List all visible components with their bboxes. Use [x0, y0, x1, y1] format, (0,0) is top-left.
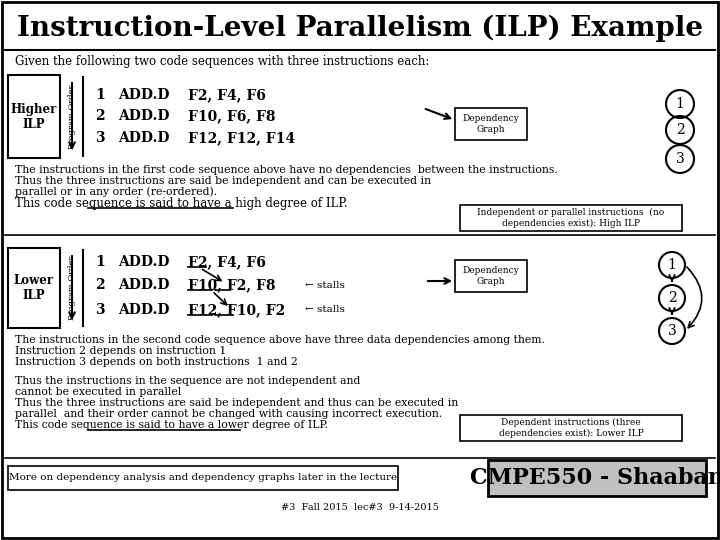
- Text: F12, F10, F2: F12, F10, F2: [188, 303, 285, 317]
- Text: More on dependency analysis and dependency graphs later in the lecture: More on dependency analysis and dependen…: [9, 474, 397, 483]
- Text: 3: 3: [95, 131, 104, 145]
- Text: F10, F6, F8: F10, F6, F8: [188, 109, 276, 123]
- Text: ← stalls: ← stalls: [305, 306, 345, 314]
- Text: 1: 1: [675, 97, 685, 111]
- Text: This code sequence is said to have a lower degree of ILP.: This code sequence is said to have a low…: [15, 420, 328, 430]
- Text: 2: 2: [95, 109, 104, 123]
- Text: 1: 1: [95, 255, 104, 269]
- Text: ADD.D: ADD.D: [118, 303, 169, 317]
- Text: F12, F12, F14: F12, F12, F14: [188, 131, 295, 145]
- Text: ADD.D: ADD.D: [118, 88, 169, 102]
- Text: CMPE550 - Shaaban: CMPE550 - Shaaban: [470, 467, 720, 489]
- Text: The instructions in the second code sequence above have three data dependencies : The instructions in the second code sequ…: [15, 335, 545, 345]
- Text: ADD.D: ADD.D: [118, 109, 169, 123]
- Text: Thus the three instructions are said be independent and can be executed in: Thus the three instructions are said be …: [15, 176, 431, 186]
- Text: 2: 2: [95, 278, 104, 292]
- Bar: [460, 205, 682, 231]
- Text: Higher
ILP: Higher ILP: [11, 103, 57, 131]
- Text: parallel  and their order cannot be changed with causing incorrect execution.: parallel and their order cannot be chang…: [15, 409, 442, 419]
- Text: Dependency
Graph: Dependency Graph: [462, 114, 519, 134]
- Text: Dependent instructions (three
dependencies exist): Lower ILP: Dependent instructions (three dependenci…: [499, 418, 644, 438]
- Text: Dependency
Graph: Dependency Graph: [462, 266, 519, 286]
- Text: F10, F2, F8: F10, F2, F8: [188, 278, 276, 292]
- Bar: [455, 260, 527, 292]
- Bar: [8, 466, 398, 490]
- Text: 2: 2: [667, 291, 676, 305]
- Text: F2, F4, F6: F2, F4, F6: [188, 255, 266, 269]
- Text: 3: 3: [667, 324, 676, 338]
- Text: ADD.D: ADD.D: [118, 278, 169, 292]
- Text: Instruction-Level Parallelism (ILP) Example: Instruction-Level Parallelism (ILP) Exam…: [17, 15, 703, 42]
- Text: Instruction 3 depends on both instructions  1 and 2: Instruction 3 depends on both instructio…: [15, 357, 298, 367]
- Text: 2: 2: [675, 123, 685, 137]
- Bar: [488, 460, 706, 496]
- Text: Thus the three instructions are said be independent and thus can be executed in: Thus the three instructions are said be …: [15, 398, 458, 408]
- Text: 3: 3: [95, 303, 104, 317]
- Text: Program Order: Program Order: [68, 84, 76, 148]
- Text: ADD.D: ADD.D: [118, 255, 169, 269]
- Text: parallel or in any order (re-ordered).: parallel or in any order (re-ordered).: [15, 187, 217, 197]
- Text: ← stalls: ← stalls: [305, 280, 345, 289]
- Text: F2, F4, F6: F2, F4, F6: [188, 88, 266, 102]
- Bar: [8, 75, 60, 158]
- Text: Given the following two code sequences with three instructions each:: Given the following two code sequences w…: [15, 56, 429, 69]
- Text: 1: 1: [667, 258, 676, 272]
- Text: Program Order: Program Order: [68, 256, 76, 320]
- Bar: [8, 248, 60, 328]
- Text: 3: 3: [675, 152, 685, 166]
- Text: #3  Fall 2015  lec#3  9-14-2015: #3 Fall 2015 lec#3 9-14-2015: [281, 503, 439, 511]
- Text: cannot be executed in parallel: cannot be executed in parallel: [15, 387, 181, 397]
- Text: Lower
ILP: Lower ILP: [14, 274, 54, 302]
- Text: Instruction 2 depends on instruction 1: Instruction 2 depends on instruction 1: [15, 346, 226, 356]
- Text: Thus the instructions in the sequence are not independent and: Thus the instructions in the sequence ar…: [15, 376, 361, 386]
- Bar: [460, 415, 682, 441]
- Text: ADD.D: ADD.D: [118, 131, 169, 145]
- Text: The instructions in the first code sequence above have no dependencies  between : The instructions in the first code seque…: [15, 165, 558, 175]
- Bar: [455, 108, 527, 140]
- Text: Independent or parallel instructions  (no
dependencies exist): High ILP: Independent or parallel instructions (no…: [477, 208, 665, 228]
- Text: 1: 1: [95, 88, 104, 102]
- Text: This code sequence is said to have a high degree of ILP.: This code sequence is said to have a hig…: [15, 197, 348, 210]
